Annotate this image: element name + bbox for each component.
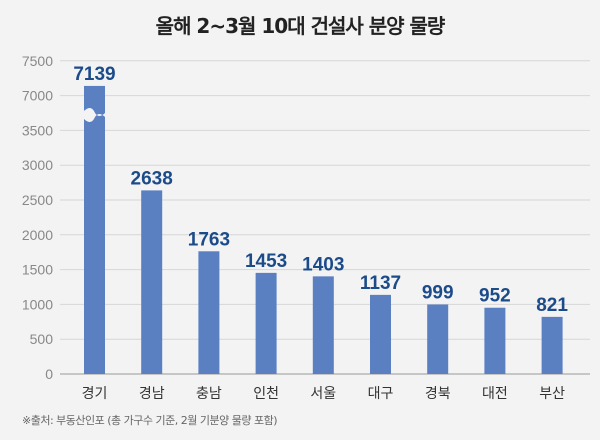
y-tick-label: 500 bbox=[30, 331, 54, 347]
data-label: 7139 bbox=[73, 64, 115, 85]
x-tick-label: 경북 bbox=[425, 386, 451, 402]
bar bbox=[255, 272, 277, 374]
x-tick-label: 대구 bbox=[368, 386, 394, 402]
y-tick-label: 2500 bbox=[22, 192, 53, 208]
x-tick-label: 인천 bbox=[253, 386, 279, 402]
y-tick-label: 3500 bbox=[22, 122, 53, 138]
x-tick-label: 경기 bbox=[82, 386, 108, 402]
y-tick-label: 0 bbox=[45, 366, 53, 382]
bar bbox=[370, 294, 391, 374]
y-tick-label: 1000 bbox=[22, 296, 53, 312]
y-tick-label: 1500 bbox=[22, 262, 53, 278]
data-label: 1453 bbox=[245, 251, 287, 272]
x-tick-label: 경남 bbox=[139, 386, 165, 402]
axis-break-mark bbox=[83, 108, 106, 122]
x-tick-label: 부산 bbox=[539, 386, 565, 402]
data-label: 1403 bbox=[302, 254, 344, 275]
data-label: 1763 bbox=[188, 229, 230, 250]
bar bbox=[484, 307, 506, 374]
y-tick-label: 3000 bbox=[22, 157, 53, 173]
y-tick-label: 2000 bbox=[22, 227, 53, 243]
bar bbox=[84, 85, 105, 374]
data-label: 999 bbox=[422, 282, 454, 303]
data-label: 821 bbox=[536, 295, 568, 316]
bar bbox=[141, 190, 163, 374]
x-tick-label: 대전 bbox=[482, 386, 508, 402]
data-label: 2638 bbox=[131, 168, 173, 189]
chart-title: 올해 2~3월 10대 건설사 분양 물량 bbox=[155, 14, 446, 38]
data-label: 1137 bbox=[360, 273, 401, 294]
bar bbox=[541, 316, 563, 374]
source-note: ※출처: 부동산인포 (총 가구수 기준, 2월 기분양 물량 포함) bbox=[22, 414, 278, 427]
x-tick-label: 서울 bbox=[310, 386, 336, 402]
data-label: 952 bbox=[479, 286, 511, 307]
y-tick-label: 7000 bbox=[22, 88, 53, 104]
bar bbox=[427, 304, 449, 374]
bar bbox=[198, 251, 220, 374]
x-tick-label: 충남 bbox=[196, 386, 222, 402]
y-tick-label: 7500 bbox=[22, 53, 53, 69]
bar bbox=[312, 276, 334, 374]
